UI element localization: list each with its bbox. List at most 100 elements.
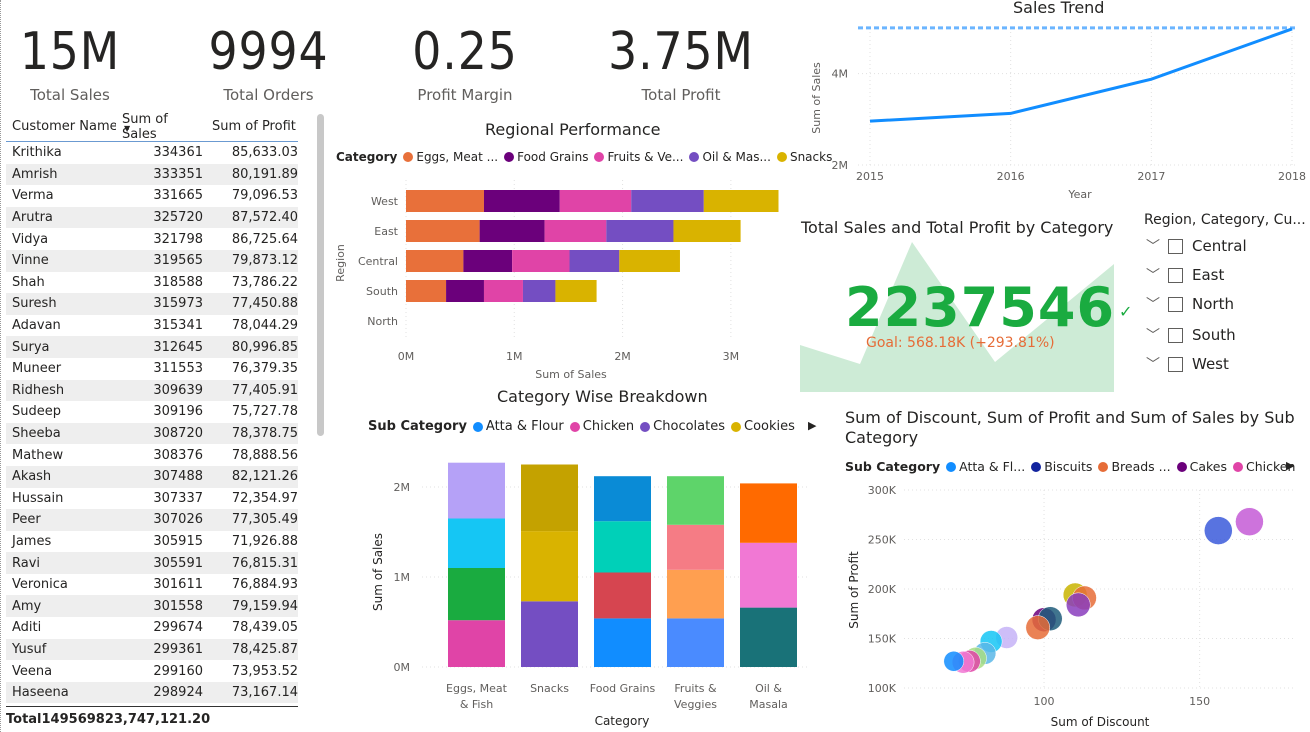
bar-segment[interactable] [446, 280, 484, 302]
bar-segment[interactable] [740, 607, 797, 667]
bar-segment[interactable] [667, 476, 724, 525]
bar-segment[interactable] [406, 280, 447, 302]
table-row[interactable]: Arutra 325720 87,572.40 [6, 206, 298, 229]
bar-segment[interactable] [740, 542, 797, 608]
scatter-chart[interactable]: 300K 250K 200K 150K 100K 100 150 Sum of Discoun… [838, 478, 1308, 732]
bar-segment[interactable] [522, 280, 556, 302]
scatter-point[interactable] [1025, 615, 1051, 640]
legend-item[interactable]: Eggs, Meat ... [403, 150, 498, 164]
table-row[interactable]: Krithika 334361 85,633.03 [6, 142, 298, 164]
bar-segment[interactable] [521, 531, 578, 602]
bar-segment[interactable] [594, 521, 651, 573]
bar-segment[interactable] [606, 220, 674, 242]
bar-segment[interactable] [559, 190, 632, 212]
sales-trend-chart[interactable]: 4M 2M 2015 2016 2017 2018 Year Sum of Sales [808, 18, 1308, 204]
bar-segment[interactable] [594, 572, 651, 619]
checkbox[interactable] [1168, 238, 1183, 254]
scatter-point[interactable] [1235, 507, 1264, 536]
table-row[interactable]: Sudeep 309196 75,727.78 [6, 401, 298, 423]
chevron-down-icon[interactable]: ﹀ [1146, 328, 1160, 344]
chevron-down-icon[interactable]: ﹀ [1146, 357, 1160, 373]
table-row[interactable]: Hussain 307337 72,354.97 [6, 488, 298, 510]
scatter-point[interactable] [1204, 516, 1233, 545]
bar-segment[interactable] [740, 483, 797, 543]
bar-segment[interactable] [594, 476, 651, 522]
legend-item[interactable]: Cakes [1176, 459, 1227, 474]
table-row[interactable]: Peer 307026 77,305.49 [6, 509, 298, 531]
table-row[interactable]: Haseena 298924 73,167.14 [6, 681, 298, 704]
column-header-profit[interactable]: Sum of Profit [212, 119, 296, 134]
legend-item[interactable]: Breads ... [1098, 459, 1171, 474]
bar-segment[interactable] [448, 620, 505, 667]
legend-item[interactable]: Chicken [569, 419, 634, 434]
table-row[interactable]: Veena 299160 73,953.52 [6, 660, 298, 682]
bar-segment[interactable] [569, 250, 620, 272]
bar-segment[interactable] [521, 601, 578, 667]
category-breakdown-chart[interactable]: 2M 1M 0M Eggs, Meat & Fish Snacks Food Grains F… [360, 440, 820, 732]
legend-item[interactable]: Chocolates [640, 419, 725, 434]
slicer-item-east[interactable]: ﹀ East [1146, 265, 1224, 285]
table-row[interactable]: Muneer 311553 76,379.35 [6, 358, 298, 380]
slicer-item-west[interactable]: ﹀ West [1146, 354, 1229, 374]
bar-segment[interactable] [463, 250, 513, 272]
legend-item[interactable]: Oil & Mas... [689, 150, 771, 164]
table-row[interactable]: Sheeba 308720 78,378.75 [6, 422, 298, 445]
bar-segment[interactable] [667, 524, 724, 570]
checkbox[interactable] [1168, 296, 1183, 312]
table-row[interactable]: Suresh 315973 77,450.88 [6, 293, 298, 315]
table-row[interactable]: Vinne 319565 79,873.12 [6, 249, 298, 272]
chevron-down-icon[interactable]: ﹀ [1146, 268, 1160, 284]
table-row[interactable]: Mathew 308376 78,888.56 [6, 444, 298, 466]
bar-segment[interactable] [594, 618, 651, 667]
table-row[interactable]: Amrish 333351 80,191.89 [6, 163, 298, 186]
legend-item[interactable]: Atta & Fl... [946, 459, 1025, 474]
scatter-point[interactable] [1066, 592, 1091, 618]
bar-segment[interactable] [483, 190, 560, 212]
bar-segment[interactable] [512, 250, 570, 272]
table-row[interactable]: Aditi 299674 78,439.05 [6, 617, 298, 639]
bar-segment[interactable] [667, 569, 724, 619]
table-row[interactable]: Vidya 321798 86,725.64 [6, 228, 298, 250]
legend-next-arrow-icon[interactable]: ▶ [808, 419, 817, 432]
bar-segment[interactable] [406, 250, 464, 272]
slicer-item-south[interactable]: ﹀ South [1146, 325, 1236, 345]
bar-segment[interactable] [406, 220, 480, 242]
regional-performance-chart[interactable]: 0M 1M 2M 3M West East Central South North Sum of … [330, 175, 800, 385]
bar-segment[interactable] [555, 280, 597, 302]
legend-item[interactable]: Snacks [776, 150, 832, 164]
chevron-down-icon[interactable]: ﹀ [1146, 297, 1160, 313]
bar-segment[interactable] [619, 250, 680, 272]
column-header-sales[interactable]: Sum of Sales ▼ [116, 112, 206, 142]
legend-item[interactable]: Food Grains [504, 150, 588, 164]
table-row[interactable]: Adavan 315341 78,044.29 [6, 315, 298, 337]
legend-item[interactable]: Biscuits [1031, 459, 1092, 474]
legend-item[interactable]: Atta & Flour [472, 419, 564, 434]
customer-table[interactable]: Customer Name Sum of Sales ▼ Sum of Prof… [6, 112, 298, 704]
bar-segment[interactable] [544, 220, 607, 242]
trend-line[interactable] [869, 27, 1293, 123]
bar-segment[interactable] [703, 190, 779, 212]
bar-segment[interactable] [631, 190, 704, 212]
legend-item[interactable]: Chicken [1232, 459, 1295, 474]
scatter-point[interactable] [943, 651, 965, 672]
table-row[interactable]: Akash 307488 82,121.26 [6, 465, 298, 488]
bar-segment[interactable] [406, 190, 484, 212]
slicer-item-north[interactable]: ﹀ North [1146, 294, 1234, 314]
table-row[interactable]: Ravi 305591 76,815.31 [6, 552, 298, 574]
checkbox[interactable] [1168, 267, 1183, 283]
table-row[interactable]: Shah 318588 73,786.22 [6, 272, 298, 294]
slicer-item-central[interactable]: ﹀ Central [1146, 236, 1247, 256]
legend-item[interactable]: Cookies [731, 419, 795, 434]
chevron-down-icon[interactable]: ﹀ [1146, 239, 1160, 255]
table-row[interactable]: Yusuf 299361 78,425.87 [6, 638, 298, 661]
bar-segment[interactable] [673, 220, 741, 242]
table-row[interactable]: Veronica 301611 76,884.93 [6, 574, 298, 596]
bar-segment[interactable] [448, 462, 505, 519]
bar-segment[interactable] [483, 280, 523, 302]
checkbox[interactable] [1168, 327, 1183, 343]
checkbox[interactable] [1168, 356, 1183, 372]
legend-item[interactable]: Fruits & Ve... [594, 150, 683, 164]
bar-segment[interactable] [448, 568, 505, 621]
table-row[interactable]: James 305915 71,926.88 [6, 531, 298, 553]
bar-segment[interactable] [448, 518, 505, 569]
